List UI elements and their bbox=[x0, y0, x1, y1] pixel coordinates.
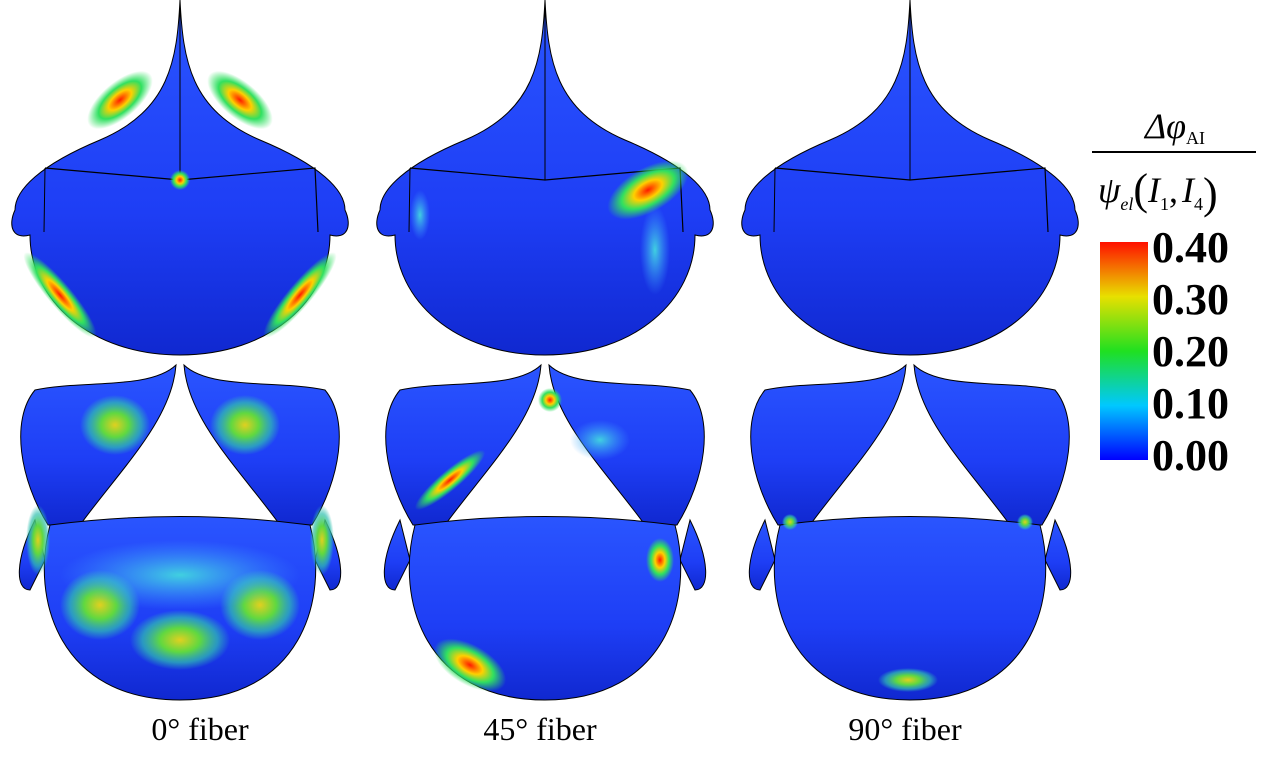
paren: ) bbox=[1203, 169, 1218, 218]
panel-label: 90° fiber bbox=[848, 711, 962, 747]
subscript: 4 bbox=[1194, 194, 1203, 214]
subscript: el bbox=[1120, 194, 1133, 214]
comma: , bbox=[1169, 170, 1178, 210]
panel-2: 90° fiber bbox=[741, 0, 1079, 747]
tick-label: 0.00 bbox=[1152, 431, 1229, 480]
subscript: AI bbox=[1186, 128, 1205, 148]
panel-1: 45° fiber bbox=[376, 0, 714, 747]
symbol: I bbox=[1147, 170, 1162, 210]
tick-label: 0.10 bbox=[1152, 379, 1229, 428]
colorbar-gradient bbox=[1100, 242, 1148, 460]
subscript: 1 bbox=[1160, 194, 1169, 214]
tick-label: 0.20 bbox=[1152, 327, 1229, 376]
panel-label: 0° fiber bbox=[151, 711, 249, 747]
panel-0: 0° fiber bbox=[11, 0, 349, 747]
symbol: Δφ bbox=[1143, 106, 1186, 146]
colorbar: ΔφAI ψel(I1, I4) 0.400.300.200.100.00 bbox=[1092, 106, 1256, 480]
colorbar-denominator: ψel(I1, I4) bbox=[1098, 165, 1218, 218]
symbol: I bbox=[1181, 170, 1196, 210]
colorbar-numerator: ΔφAI bbox=[1143, 106, 1205, 148]
tick-label: 0.30 bbox=[1152, 275, 1229, 324]
panel-label: 45° fiber bbox=[483, 711, 597, 747]
paren: ( bbox=[1133, 165, 1148, 214]
symbol: ψ bbox=[1098, 170, 1121, 210]
tick-label: 0.40 bbox=[1152, 223, 1229, 272]
